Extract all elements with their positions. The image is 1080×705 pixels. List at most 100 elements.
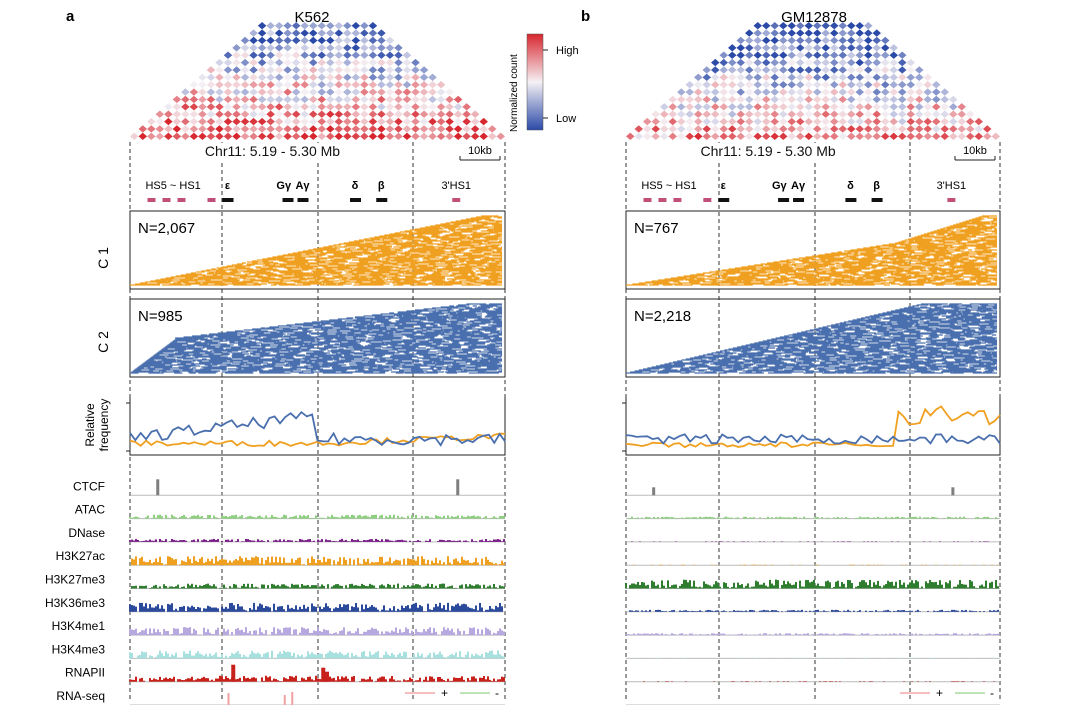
heatmap-cell — [872, 117, 881, 126]
heatmap-cell — [821, 125, 830, 133]
heatmap-cell — [402, 103, 412, 111]
heatmap-cell — [360, 44, 369, 52]
heatmap-cell — [906, 110, 915, 118]
heatmap-cell — [334, 44, 344, 52]
heatmap-cell — [830, 125, 839, 133]
gene-mark — [793, 198, 805, 202]
heatmap-cell — [821, 29, 830, 37]
heatmap-cell — [198, 95, 207, 104]
heatmap-cell — [317, 44, 327, 52]
heatmap-cell — [232, 117, 241, 126]
heatmap-cell — [821, 51, 830, 59]
heatmap-cell — [949, 132, 958, 140]
heatmap-cell — [796, 44, 805, 52]
heatmap-cell — [445, 117, 454, 126]
heatmap-cell — [745, 110, 754, 118]
heatmap-cell — [660, 125, 669, 133]
heatmap-cell — [394, 66, 403, 74]
track-label: RNA-seq — [56, 689, 105, 703]
heatmap-cell — [274, 103, 284, 111]
heatmap-cell — [300, 66, 309, 74]
heatmap-cell — [266, 103, 275, 111]
heatmap-cell — [770, 58, 779, 67]
heatmap-cell — [753, 81, 762, 89]
heatmap-cell — [445, 125, 454, 133]
heatmap-cell — [889, 88, 898, 96]
heatmap-cell — [240, 132, 250, 140]
heatmap-cell — [232, 58, 241, 67]
heatmap-cell — [668, 117, 677, 126]
heatmap-cell — [949, 110, 958, 118]
heatmap-cell — [906, 58, 915, 67]
heatmap-cell — [753, 29, 762, 37]
heatmap-cell — [249, 66, 258, 74]
gene-label: β — [873, 180, 880, 192]
heatmap-cell — [215, 132, 224, 140]
heatmap-cell — [385, 44, 395, 52]
heatmap-cell — [249, 132, 258, 140]
heatmap-cell — [360, 66, 369, 74]
heatmap-cell — [838, 51, 847, 59]
heatmap-cell — [779, 132, 788, 140]
heatmap-cell — [719, 66, 728, 74]
heatmap-cell — [685, 88, 694, 96]
heatmap-cell — [694, 95, 703, 104]
region-label-bg — [692, 143, 845, 161]
heatmap-cell — [821, 44, 830, 52]
heatmap-cell — [198, 132, 207, 140]
heatmap-cell — [368, 66, 378, 74]
heatmap-cell — [932, 88, 941, 96]
region-label-bg — [196, 143, 349, 161]
heatmap-cell — [206, 103, 216, 111]
heatmap-cell — [821, 73, 830, 81]
heatmap-cell — [385, 36, 395, 45]
heatmap-cell — [300, 125, 309, 133]
heatmap-cell — [949, 117, 958, 126]
gene-mark — [297, 198, 309, 202]
heatmap-cell — [974, 125, 983, 133]
heatmap-cell — [779, 44, 788, 52]
heatmap-cell — [317, 73, 327, 81]
heatmap-cell — [232, 103, 241, 111]
heatmap-cell — [787, 51, 796, 59]
heatmap-cell — [643, 132, 652, 140]
heatmap-cell — [787, 66, 796, 74]
heatmap-cell — [770, 88, 779, 96]
heatmap-cell — [232, 88, 241, 96]
heatmap-cell — [864, 125, 873, 133]
heatmap-cell — [377, 125, 386, 133]
heatmap-cell — [445, 132, 454, 140]
heatmap-cell — [257, 22, 267, 30]
heatmap-cell — [377, 66, 386, 74]
heatmap-cell — [411, 125, 420, 133]
heatmap-cell — [360, 132, 369, 140]
heatmap-cell — [651, 110, 660, 118]
heatmap-cell — [872, 125, 881, 133]
heatmap-cell — [181, 103, 190, 111]
heatmap-cell — [855, 36, 864, 45]
gene-label: δ — [847, 180, 854, 192]
rnaseq-peak — [283, 695, 286, 705]
heatmap-cell — [343, 29, 352, 37]
heatmap-cell — [240, 110, 250, 118]
heatmap-cell — [804, 117, 813, 126]
heatmap-cell — [360, 81, 369, 89]
heatmap-cell — [232, 51, 241, 59]
heatmap-cell — [872, 132, 881, 140]
heatmap-cell — [283, 58, 292, 67]
region-label: Chr11: 5.19 - 5.30 Mb — [701, 143, 836, 159]
heatmap-cell — [881, 110, 890, 118]
heatmap-cell — [368, 36, 378, 45]
heatmap-cell — [377, 132, 386, 140]
heatmap-cell — [317, 81, 327, 89]
track-label: H3K4me3 — [52, 642, 106, 656]
heatmap-cell — [189, 88, 199, 96]
heatmap-cell — [274, 88, 284, 96]
heatmap-cell — [702, 95, 711, 104]
heatmap-cell — [317, 125, 327, 133]
heatmap-cell — [796, 66, 805, 74]
heatmap-cell — [677, 103, 686, 111]
heatmap-cell — [745, 44, 754, 52]
reads-N=985 — [130, 303, 502, 374]
